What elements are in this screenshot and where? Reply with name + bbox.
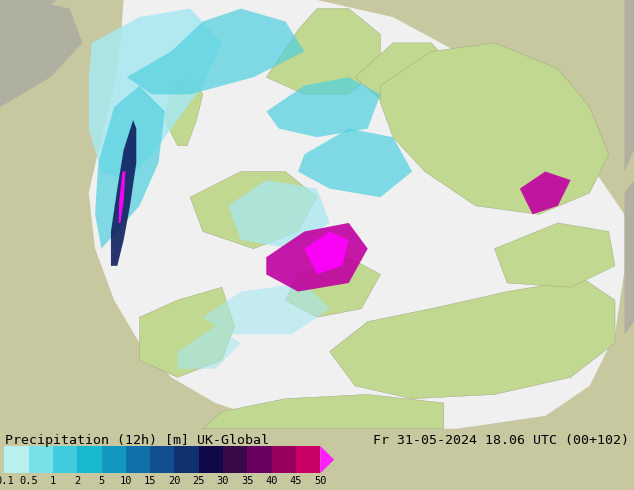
Bar <box>223 446 247 473</box>
Text: Precipitation (12h) [m] UK-Global: Precipitation (12h) [m] UK-Global <box>5 434 269 447</box>
Polygon shape <box>0 51 38 95</box>
Bar <box>150 446 174 473</box>
Polygon shape <box>111 120 136 266</box>
Polygon shape <box>266 223 368 292</box>
Polygon shape <box>89 0 624 429</box>
Bar <box>4 446 29 473</box>
Polygon shape <box>298 129 412 197</box>
Polygon shape <box>119 172 126 223</box>
Text: 2: 2 <box>74 476 81 486</box>
Bar <box>29 446 53 473</box>
Polygon shape <box>266 77 380 137</box>
Text: 15: 15 <box>144 476 157 486</box>
Polygon shape <box>165 77 203 146</box>
Polygon shape <box>304 232 349 274</box>
Bar <box>53 446 77 473</box>
Bar <box>77 446 101 473</box>
Bar <box>296 446 320 473</box>
Polygon shape <box>127 9 304 95</box>
Polygon shape <box>355 43 463 112</box>
Polygon shape <box>266 9 380 95</box>
Text: Fr 31-05-2024 18.06 UTC (00+102): Fr 31-05-2024 18.06 UTC (00+102) <box>373 434 629 447</box>
Text: 1: 1 <box>50 476 56 486</box>
Polygon shape <box>139 287 235 377</box>
Polygon shape <box>495 223 615 287</box>
Bar <box>247 446 271 473</box>
Polygon shape <box>520 172 571 215</box>
Polygon shape <box>228 180 330 249</box>
Bar <box>174 446 198 473</box>
Polygon shape <box>89 9 222 180</box>
Text: 5: 5 <box>98 476 105 486</box>
Text: 30: 30 <box>217 476 230 486</box>
Polygon shape <box>203 283 330 334</box>
Text: 0.5: 0.5 <box>20 476 38 486</box>
Text: 40: 40 <box>266 476 278 486</box>
Text: 0.1: 0.1 <box>0 476 14 486</box>
Polygon shape <box>380 43 609 215</box>
Polygon shape <box>285 257 380 318</box>
Text: 50: 50 <box>314 476 327 486</box>
Polygon shape <box>320 446 334 473</box>
Polygon shape <box>624 0 634 172</box>
Text: 10: 10 <box>120 476 132 486</box>
Bar <box>126 446 150 473</box>
Polygon shape <box>178 326 241 369</box>
Bar <box>101 446 126 473</box>
Bar <box>271 446 296 473</box>
Polygon shape <box>624 180 634 334</box>
Text: 20: 20 <box>168 476 181 486</box>
Text: 25: 25 <box>193 476 205 486</box>
Polygon shape <box>95 86 165 249</box>
Polygon shape <box>0 0 57 43</box>
Polygon shape <box>203 394 444 429</box>
Text: 35: 35 <box>241 476 254 486</box>
Polygon shape <box>0 0 82 107</box>
Polygon shape <box>190 172 317 249</box>
Bar <box>198 446 223 473</box>
Polygon shape <box>330 279 615 399</box>
Text: 45: 45 <box>290 476 302 486</box>
